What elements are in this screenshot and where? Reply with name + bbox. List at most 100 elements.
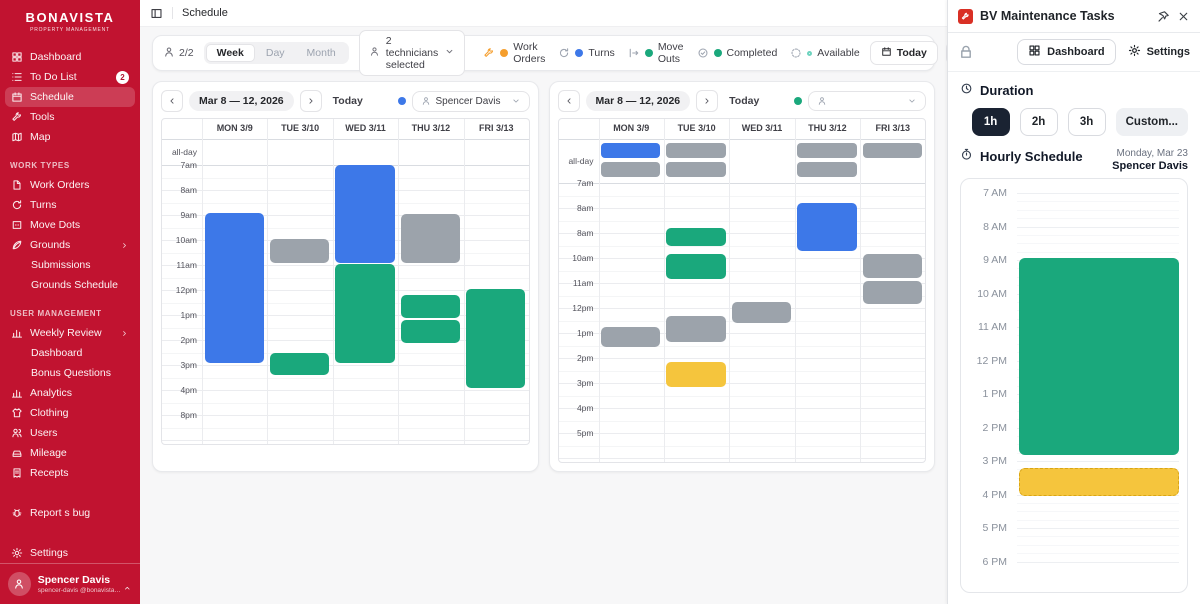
prev-week-button[interactable] [161, 90, 183, 112]
day-header: WED 3/11 [741, 123, 783, 133]
hour-label: 4 PM [982, 488, 1007, 501]
sidebar-item-grounds-schedule[interactable]: Grounds Schedule [5, 275, 135, 295]
calendar-event[interactable] [666, 315, 726, 342]
today-link[interactable]: Today [332, 95, 363, 107]
duration-option-custom-[interactable]: Custom... [1115, 108, 1188, 136]
sidebar-item-to-do-list[interactable]: To Do List 2 [5, 67, 135, 87]
calendar-event[interactable] [466, 288, 526, 388]
sidebar-item-weekly-review[interactable]: Weekly Review [5, 323, 135, 343]
close-button[interactable] [1177, 10, 1190, 23]
doc-icon [13, 180, 21, 190]
allday-event[interactable] [797, 143, 857, 158]
sidebar-item-map[interactable]: Map [5, 127, 135, 147]
calendar-event[interactable] [204, 212, 264, 363]
legend-item-work-orders: Work Orders [483, 41, 545, 65]
duration-option-3h[interactable]: 3h [1067, 108, 1106, 136]
calendar-event[interactable] [666, 228, 726, 246]
calendar-event[interactable] [269, 352, 330, 375]
sidebar-item-dashboard[interactable]: Dashboard [5, 47, 135, 67]
calendar-event[interactable] [666, 361, 726, 387]
hourly-event[interactable] [1019, 467, 1179, 497]
calendar-event[interactable] [862, 280, 922, 305]
allday-event[interactable] [666, 162, 726, 177]
sidebar-item-turns[interactable]: Turns [5, 195, 135, 215]
sidebar-item-tools[interactable]: Tools [5, 107, 135, 127]
selected-technician: Spencer Davis [435, 95, 501, 107]
technician-select[interactable]: Spencer Davis [411, 90, 530, 112]
duration-option-2h[interactable]: 2h [1019, 108, 1058, 136]
view-tab-month[interactable]: Month [296, 44, 347, 62]
calendar-event[interactable] [601, 326, 661, 347]
pin-button[interactable] [1157, 10, 1170, 23]
box-icon [12, 221, 22, 229]
sidebar-item-submissions[interactable]: Submissions [5, 255, 135, 275]
sidebar-item-mileage[interactable]: Mileage [5, 443, 135, 463]
sidebar-item-work-orders[interactable]: Work Orders [5, 175, 135, 195]
sidebar-item-analytics[interactable]: Analytics [5, 383, 135, 403]
technician-select[interactable] [808, 91, 926, 111]
day-header: MON 3/9 [216, 123, 253, 133]
date-range[interactable]: Mar 8 — 12, 2026 [189, 91, 294, 111]
today-link[interactable]: Today [729, 95, 760, 107]
next-week-button[interactable] [696, 90, 719, 112]
date-range[interactable]: Mar 8 — 12, 2026 [585, 91, 691, 111]
calendar-event[interactable] [862, 254, 922, 278]
week-grid: MON 3/9 TUE 3/10 WED 3/11 THU 3/12 FRI 3/13 a… [161, 118, 530, 445]
sidebar-item-grounds[interactable]: Grounds [5, 235, 135, 255]
sidebar-item-settings[interactable]: Settings [5, 543, 135, 563]
sidebar-item-schedule[interactable]: Schedule [5, 87, 135, 107]
sidebar-item-clothing[interactable]: Clothing [5, 403, 135, 423]
calendar-event[interactable] [400, 213, 461, 263]
allday-event[interactable] [601, 162, 661, 177]
view-tab-week[interactable]: Week [205, 44, 255, 62]
next-week-button[interactable] [299, 90, 322, 112]
today-button[interactable]: Today [869, 41, 938, 65]
calendar-event[interactable] [400, 295, 461, 318]
sidebar-item-dashboard[interactable]: Dashboard [5, 343, 135, 363]
calendar-event[interactable] [269, 238, 330, 263]
allday-event[interactable] [666, 143, 726, 158]
sidebar-section-header: WORK TYPES [10, 161, 70, 170]
chevron-up-icon [123, 580, 132, 590]
check-circle-icon [698, 48, 707, 58]
time-label: 12pm [175, 285, 197, 295]
settings-button[interactable]: Settings [1128, 40, 1190, 64]
person-icon [15, 579, 24, 589]
sidebar-item-report-s-bug[interactable]: Report s bug [5, 503, 135, 523]
allday-event[interactable] [797, 162, 857, 177]
sidebar-item-bonus-questions[interactable]: Bonus Questions [5, 363, 135, 383]
sidebar-section: USER MANAGEMENT Weekly Review Dashboard Bon… [0, 309, 140, 483]
allday-event[interactable] [601, 143, 661, 158]
prev-week-button[interactable] [557, 90, 580, 112]
calendar-event[interactable] [335, 263, 395, 363]
user-menu[interactable]: Spencer Davis spencer-davis @bonavista… [0, 563, 140, 604]
sidebar-toggle-button[interactable] [150, 7, 163, 20]
time-label: 1pm [180, 310, 197, 320]
calendar-card-spencer: Mar 8 — 12, 2026 Today Spencer Davis MON… [152, 81, 539, 472]
duration-section: Duration 1h 2h 3h Custom... [948, 72, 1200, 140]
sidebar-item-users[interactable]: Users [5, 423, 135, 443]
bug-icon [12, 509, 22, 517]
calendar-event[interactable] [335, 165, 395, 263]
calendar-event[interactable] [666, 254, 726, 280]
view-tab-day[interactable]: Day [255, 44, 296, 62]
dashed-circle-icon [791, 48, 801, 58]
calendar-event[interactable] [797, 203, 857, 251]
allday-event[interactable] [862, 143, 922, 158]
sidebar-item-move-dots[interactable]: Move Dots [5, 215, 135, 235]
calendar-event[interactable] [400, 320, 461, 343]
hour-label: 12 PM [976, 354, 1007, 367]
car-icon [12, 450, 22, 457]
sidebar-item-recepts[interactable]: Recepts [5, 463, 135, 483]
sidebar-item-label: Work Orders [30, 179, 90, 191]
user-email: spencer-davis @bonavista… [37, 587, 121, 594]
calendar-event[interactable] [731, 301, 792, 323]
technician-color-dot [794, 97, 802, 105]
technician-select[interactable]: 2 technicians selected [358, 30, 466, 76]
time-label: 10am [175, 235, 197, 245]
hourly-event[interactable] [1019, 257, 1179, 456]
dashboard-button[interactable]: Dashboard [1017, 39, 1116, 65]
chev-d-icon [446, 49, 453, 54]
page-title: Schedule [182, 7, 228, 19]
duration-option-1h[interactable]: 1h [971, 108, 1010, 136]
